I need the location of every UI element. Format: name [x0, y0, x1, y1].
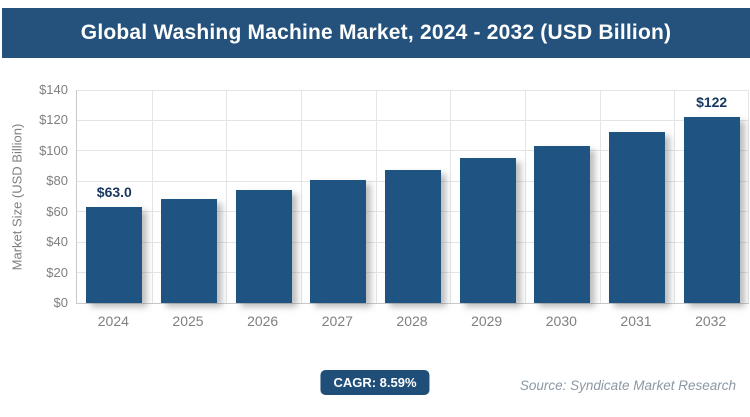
x-tick-label: 2030 [545, 313, 577, 329]
x-tick-label: 2026 [247, 313, 279, 329]
gridline-v [450, 90, 451, 303]
y-tick-label: $80 [46, 173, 68, 189]
bar-2032 [683, 117, 740, 303]
cagr-badge: CAGR: 8.59% [320, 370, 430, 395]
gridline-h [77, 89, 749, 91]
x-tick-label: 2029 [471, 313, 503, 329]
y-tick-label: $40 [46, 234, 68, 250]
gridline-v [301, 90, 302, 303]
x-tick-label: 2027 [321, 313, 353, 329]
x-tick-label: 2025 [172, 313, 204, 329]
source-credit: Source: Syndicate Market Research [519, 378, 736, 393]
y-tick-label: $140 [39, 82, 68, 97]
gridline-v [226, 90, 227, 303]
y-tick-label: $120 [39, 112, 68, 128]
data-label-2024: $63.0 [96, 184, 132, 201]
bar-2025 [161, 198, 217, 303]
y-tick-label: $20 [46, 264, 68, 280]
y-tick-label: $0 [53, 295, 68, 310]
bar-2029 [459, 158, 516, 303]
y-tick-label: $60 [46, 203, 68, 219]
gridline-v [674, 90, 675, 303]
x-tick-label: 2028 [396, 313, 428, 329]
gridline-v [748, 90, 749, 303]
plot-area: $63.0 $122 [76, 89, 749, 304]
bar-2031 [609, 132, 665, 303]
chart-title-bar: Global Washing Machine Market, 2024 - 20… [2, 8, 750, 58]
bar-2028 [385, 169, 441, 303]
bar-2026 [235, 189, 292, 303]
data-label-2032: $122 [696, 94, 728, 111]
chart-title: Global Washing Machine Market, 2024 - 20… [80, 21, 672, 44]
bar-2027 [310, 180, 367, 303]
bar-2024 [86, 207, 143, 303]
y-tick-label: $100 [39, 142, 68, 158]
x-tick-label: 2031 [620, 313, 652, 329]
x-tick-label: 2024 [97, 313, 129, 329]
gridline-h [77, 150, 749, 152]
bar-2030 [534, 145, 591, 303]
gridline-v [376, 90, 377, 303]
x-tick-label: 2032 [695, 313, 727, 329]
gridline-v [600, 90, 601, 303]
gridline-v [152, 90, 153, 303]
gridline-h [77, 119, 749, 121]
gridline-v [525, 90, 526, 303]
